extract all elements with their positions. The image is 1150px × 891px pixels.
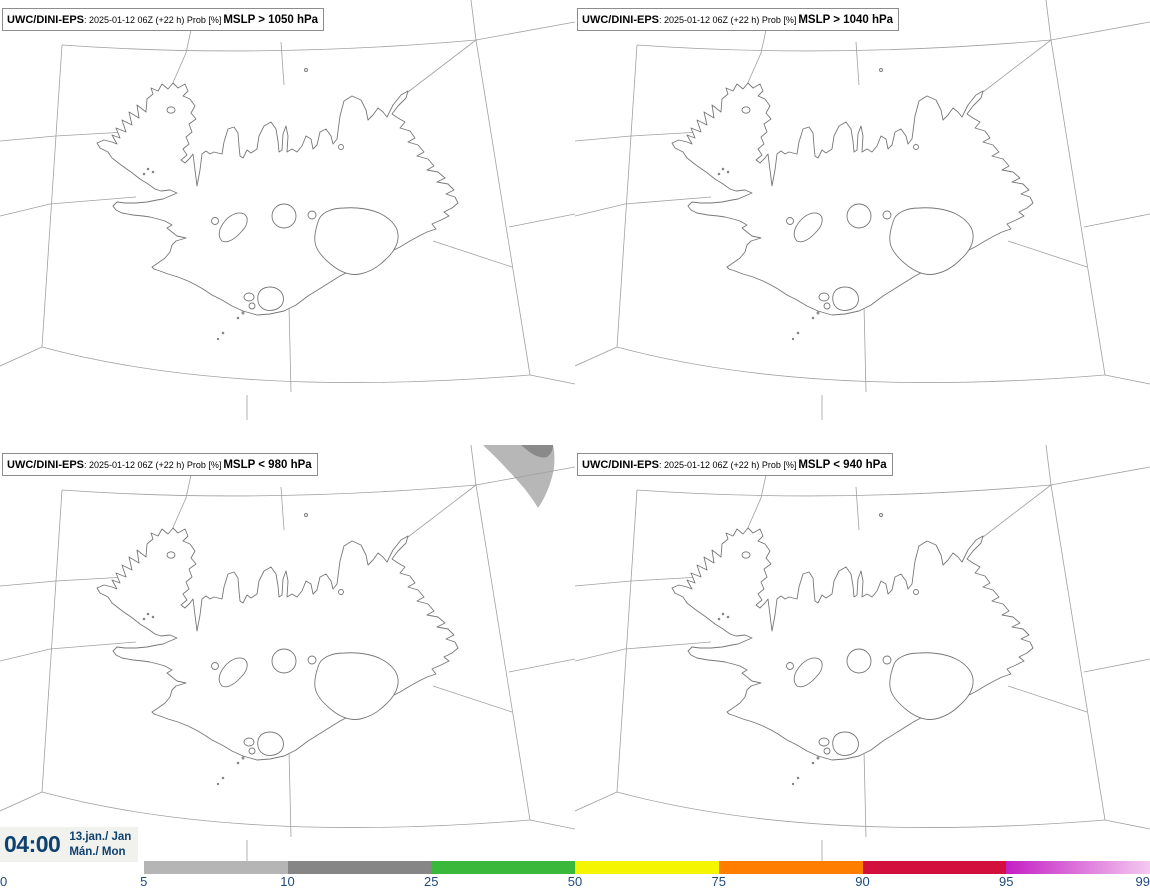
colorbar: 0 5 10 25 50 75 90 95 99 <box>0 855 1150 891</box>
parameter-label: MSLP < 940 hPa <box>798 459 887 471</box>
panel-title: UWC/DINI-EPS: 2025-01-12 06Z (+22 h) Pro… <box>2 453 318 476</box>
valid-date: 13.jan./ Jan Mán./ Mon <box>69 830 131 859</box>
panel-title: UWC/DINI-EPS: 2025-01-12 06Z (+22 h) Pro… <box>2 8 325 31</box>
colorbar-segment-90-95 <box>862 861 1007 874</box>
colorbar-segment-95-99 <box>1006 861 1150 874</box>
map-panel-mslp-lt-940: UWC/DINI-EPS: 2025-01-12 06Z (+22 h) Pro… <box>575 445 1150 891</box>
valid-date-weekday: Mán./ Mon <box>69 845 126 858</box>
iceland-map <box>575 445 1150 866</box>
valid-time-box: 04:00 13.jan./ Jan Mán./ Mon <box>0 827 138 862</box>
probability-area-dark <box>521 445 553 458</box>
valid-date-day: 13.jan./ Jan <box>69 831 132 844</box>
map-panel-mslp-lt-980: UWC/DINI-EPS: 2025-01-12 06Z (+22 h) Pro… <box>0 445 575 891</box>
colorbar-segment-5-10 <box>143 861 288 874</box>
product-name: UWC/DINI-EPS <box>7 14 84 26</box>
colorbar-segment-25-50 <box>431 861 575 874</box>
iceland-map <box>575 0 1150 421</box>
parameter-label: MSLP < 980 hPa <box>223 459 312 471</box>
colorbar-tick-label: 5 <box>140 874 148 889</box>
map-panel-mslp-gt-1040: UWC/DINI-EPS: 2025-01-12 06Z (+22 h) Pro… <box>575 0 1150 446</box>
map-panel-mslp-gt-1050: UWC/DINI-EPS: 2025-01-12 06Z (+22 h) Pro… <box>0 0 575 446</box>
parameter-label: MSLP > 1040 hPa <box>798 14 894 26</box>
colorbar-segment-50-75 <box>575 861 719 874</box>
colorbar-tick-label: 0 <box>0 874 8 889</box>
colorbar-tick-label: 75 <box>711 874 726 889</box>
product-name: UWC/DINI-EPS <box>7 459 84 471</box>
colorbar-segment-75-90 <box>718 861 863 874</box>
run-info: : 2025-01-12 06Z (+22 h) Prob [%] <box>659 15 797 25</box>
iceland-map <box>0 0 575 421</box>
run-info: : 2025-01-12 06Z (+22 h) Prob [%] <box>659 460 797 470</box>
panel-title: UWC/DINI-EPS: 2025-01-12 06Z (+22 h) Pro… <box>577 453 893 476</box>
colorbar-tick-label: 10 <box>280 874 295 889</box>
colorbar-tick-label: 99 <box>1135 874 1150 889</box>
panel-title: UWC/DINI-EPS: 2025-01-12 06Z (+22 h) Pro… <box>577 8 900 31</box>
valid-time: 04:00 <box>4 831 61 857</box>
probability-area-light <box>483 445 555 508</box>
iceland-map <box>0 445 575 866</box>
run-info: : 2025-01-12 06Z (+22 h) Prob [%] <box>84 15 222 25</box>
colorbar-tick-label: 90 <box>855 874 870 889</box>
run-info: : 2025-01-12 06Z (+22 h) Prob [%] <box>84 460 222 470</box>
colorbar-tick-label: 25 <box>424 874 439 889</box>
colorbar-tick-label: 50 <box>567 874 583 889</box>
colorbar-tick-label: 95 <box>999 874 1014 889</box>
parameter-label: MSLP > 1050 hPa <box>223 14 319 26</box>
product-name: UWC/DINI-EPS <box>582 14 659 26</box>
product-name: UWC/DINI-EPS <box>582 459 659 471</box>
colorbar-segment-10-25 <box>287 861 432 874</box>
